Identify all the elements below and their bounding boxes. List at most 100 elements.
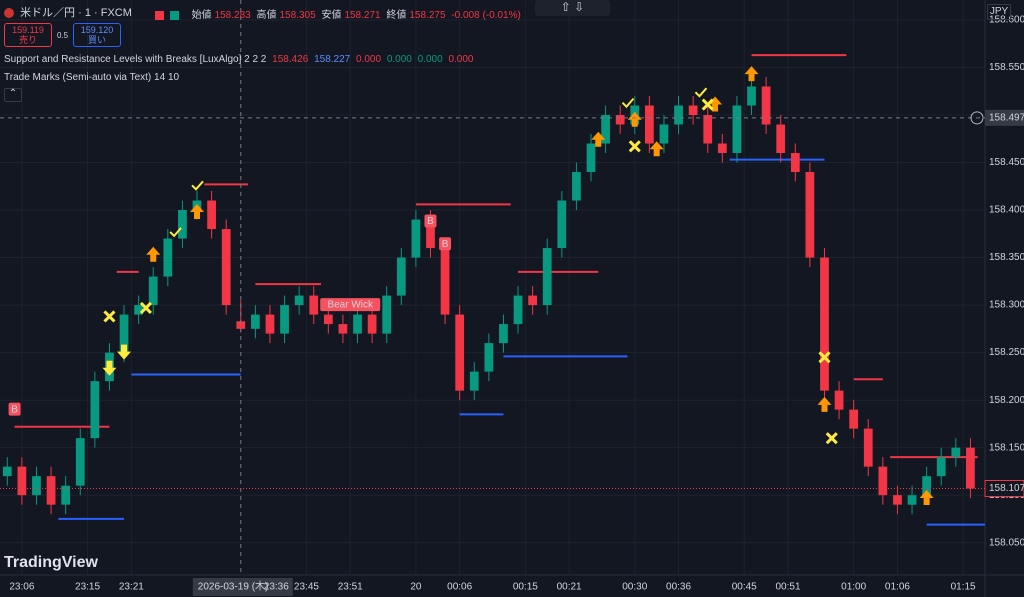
buy-button[interactable]: 159.120 買い <box>73 23 121 47</box>
trade-marker <box>825 432 838 445</box>
trade-marker <box>694 87 708 98</box>
candle-body <box>323 314 333 325</box>
candle-body <box>659 124 669 144</box>
trade-marker <box>102 360 117 376</box>
close-label: 終値 <box>386 10 407 21</box>
currency-button[interactable]: JPY <box>987 4 1011 20</box>
candle-body <box>294 295 304 306</box>
check-mark <box>191 180 204 191</box>
x-tick-label: 20 <box>410 582 422 593</box>
trade-marker <box>628 140 641 153</box>
trade-marker <box>103 310 116 323</box>
candle-body <box>90 381 100 439</box>
candle-body <box>338 324 348 334</box>
candle-body <box>703 115 713 144</box>
trade-marker <box>744 66 759 82</box>
candle-body <box>2 466 12 477</box>
cross-mark <box>701 98 714 111</box>
candle-body <box>674 105 683 125</box>
candle-body <box>834 390 844 410</box>
candle-body <box>134 305 144 315</box>
candle-body <box>178 210 187 239</box>
candle-body <box>761 86 771 125</box>
sell-price: 159.119 <box>12 25 44 35</box>
buy-label: 買い <box>87 35 106 45</box>
candle-body <box>936 457 946 477</box>
candle-body <box>382 295 392 334</box>
x-tick-label: 01:15 <box>951 582 976 593</box>
candle-body <box>528 295 538 306</box>
y-tick-label: 158.400 <box>989 205 1024 216</box>
chart-label: B <box>427 216 434 227</box>
label-box <box>439 237 452 251</box>
crosshair-price: 158.497 <box>989 112 1024 123</box>
candle-body <box>148 276 158 306</box>
candle-body <box>455 314 465 391</box>
x-tick-label: 01:06 <box>885 582 910 593</box>
candle-body <box>747 86 756 106</box>
trade-marker <box>708 96 723 112</box>
label-box <box>8 402 21 416</box>
indicator-value: 158.227 <box>314 54 351 65</box>
candle-body <box>367 314 377 334</box>
x-tick-label: 00:15 <box>513 582 538 593</box>
chart-label: B <box>11 404 18 415</box>
trade-marker <box>818 351 831 364</box>
sell-button[interactable]: 159.119 売り <box>4 23 52 47</box>
indicator-name: Support and Resistance Levels with Break… <box>4 54 267 65</box>
candle-body <box>951 447 961 458</box>
candle-body <box>644 105 654 144</box>
candle-body <box>790 153 800 173</box>
trade-marker <box>169 227 182 238</box>
candle-body <box>776 124 786 154</box>
x-tick-label: 23:51 <box>338 582 363 593</box>
cross-mark <box>139 301 152 314</box>
indicator-name: Trade Marks (Semi-auto via Text) 14 10 <box>4 72 180 83</box>
y-tick-label: 158.600 <box>989 15 1024 26</box>
candle-body <box>688 105 698 115</box>
add-button <box>970 111 984 125</box>
change-value: -0.008 (-0.01%) <box>451 10 521 21</box>
up-arrow <box>919 490 934 506</box>
indicator-row: Trade Marks (Semi-auto via Text) 14 10 <box>4 72 182 83</box>
collapse-button[interactable]: ⌃ <box>4 88 22 102</box>
candle-body <box>499 324 508 344</box>
up-arrow <box>627 111 642 127</box>
low-value: 158.271 <box>344 10 381 21</box>
open-label: 始値 <box>191 10 212 21</box>
candle-body <box>236 321 246 329</box>
candle-body <box>732 105 742 154</box>
candle-body <box>353 314 362 334</box>
last-price: 158.107 <box>989 483 1024 494</box>
trade-marker <box>701 98 714 111</box>
x-tick-label: 00:36 <box>666 582 691 593</box>
low-label: 安値 <box>321 10 342 21</box>
sell-label: 売り <box>18 35 37 45</box>
trade-marker <box>190 203 204 219</box>
candle-body <box>484 343 494 372</box>
open-value: 158.283 <box>214 10 251 21</box>
trade-marker <box>621 97 635 109</box>
candle-body <box>75 438 85 486</box>
crosshair-time-box <box>192 578 293 596</box>
x-tick-label: 00:06 <box>447 582 472 593</box>
x-tick-label: 00:51 <box>775 582 800 593</box>
candle-body <box>557 200 567 249</box>
y-tick-label: 158.200 <box>989 395 1024 406</box>
x-tick-label: 01:00 <box>841 582 866 593</box>
indicator-row: Support and Resistance Levels with Break… <box>4 54 477 65</box>
scroll-buttons[interactable]: ⇧ ⇩ <box>535 0 610 16</box>
candle-body <box>601 115 610 144</box>
check-mark <box>621 97 635 109</box>
up-arrow <box>649 141 664 157</box>
candle-body <box>907 495 917 505</box>
x-tick-label: 23:21 <box>119 582 144 593</box>
up-arrow <box>591 131 606 147</box>
close-value: 158.275 <box>409 10 446 21</box>
candle-body <box>717 143 727 154</box>
x-tick-label: 23:15 <box>75 582 100 593</box>
candle-body <box>250 314 260 329</box>
trade-marker <box>649 141 664 157</box>
